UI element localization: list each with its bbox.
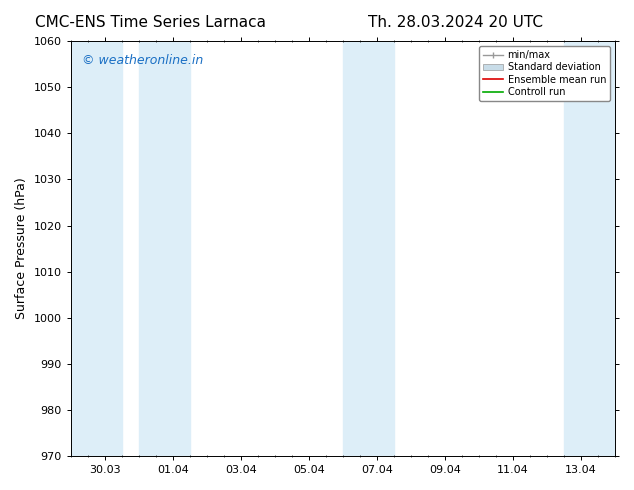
Y-axis label: Surface Pressure (hPa): Surface Pressure (hPa) xyxy=(15,178,28,319)
Bar xyxy=(139,41,190,456)
Bar xyxy=(343,41,394,456)
Text: CMC-ENS Time Series Larnaca: CMC-ENS Time Series Larnaca xyxy=(36,15,266,30)
Text: Th. 28.03.2024 20 UTC: Th. 28.03.2024 20 UTC xyxy=(368,15,543,30)
Legend: min/max, Standard deviation, Ensemble mean run, Controll run: min/max, Standard deviation, Ensemble me… xyxy=(479,46,610,101)
Bar xyxy=(564,41,615,456)
Text: © weatheronline.in: © weatheronline.in xyxy=(82,54,203,67)
Bar xyxy=(71,41,122,456)
